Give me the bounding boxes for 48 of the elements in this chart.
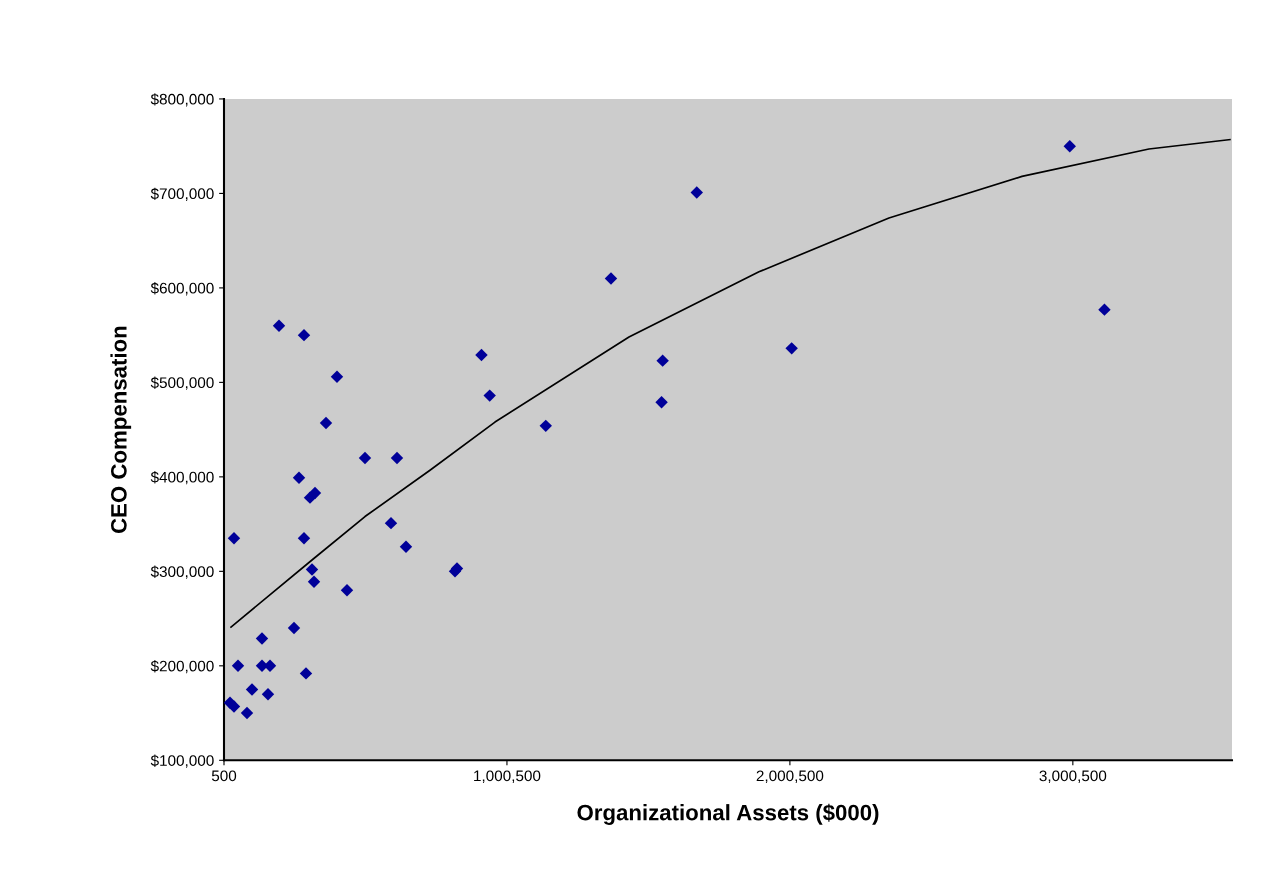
y-axis-title: CEO Compensation (110, 326, 132, 534)
point (785, 342, 798, 355)
x-axis-title: Organizational Assets ($000) (577, 803, 879, 825)
point (227, 532, 241, 545)
x-tick-label: 2,000,500 (756, 770, 824, 784)
y-tick-label: $500,000 (150, 376, 214, 390)
point (292, 471, 306, 485)
y-tick-label: $100,000 (150, 754, 214, 768)
y-tick-label: $700,000 (150, 187, 214, 201)
point (390, 451, 404, 465)
point (330, 370, 344, 383)
y-tick-label: $400,000 (150, 471, 214, 485)
point (475, 348, 488, 362)
point (1063, 139, 1076, 153)
point (384, 516, 398, 530)
point (307, 575, 321, 588)
point (690, 186, 703, 199)
point (305, 563, 319, 576)
point (655, 396, 668, 409)
point (255, 632, 269, 645)
point (399, 540, 413, 553)
point (240, 706, 254, 720)
point (539, 419, 552, 433)
x-tick-label: 3,000,500 (1039, 770, 1107, 784)
y-tick-label: $600,000 (150, 282, 214, 296)
point (272, 319, 286, 332)
point (261, 687, 275, 701)
point (287, 621, 301, 635)
point (297, 532, 311, 545)
point (297, 328, 311, 342)
point (308, 486, 322, 500)
point (231, 659, 245, 673)
y-tick-label: $300,000 (150, 565, 214, 579)
point (299, 667, 313, 680)
line-series (230, 138, 1231, 628)
point (604, 272, 618, 285)
x-tick-label: 500 (211, 770, 237, 782)
point (1098, 303, 1111, 316)
point (483, 389, 496, 402)
point (245, 683, 259, 696)
y-tick-label: $200,000 (150, 660, 214, 674)
point (319, 416, 333, 430)
y-tick-label: $800,000 (150, 93, 214, 107)
point (227, 700, 241, 713)
point (358, 451, 372, 465)
point (340, 584, 354, 597)
point (656, 354, 669, 367)
x-tick-label: 1,000,500 (474, 770, 541, 784)
